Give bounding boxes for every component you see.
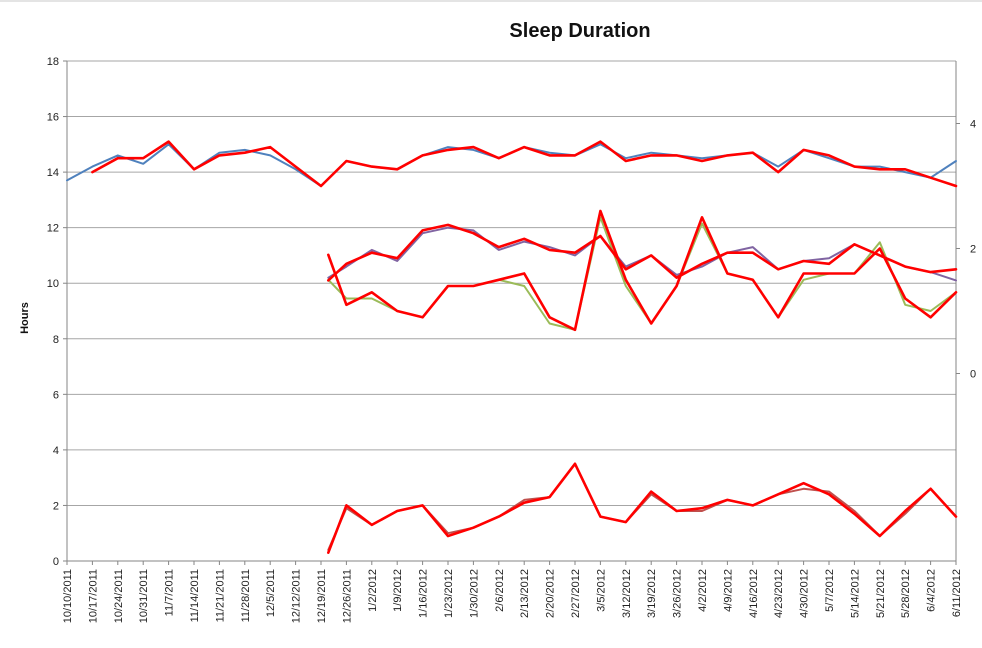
y-tick-label: 14 [47, 167, 59, 179]
y-tick-label: 18 [47, 56, 59, 68]
x-tick-label: 4/9/2012 [722, 569, 734, 612]
x-tick-label: 3/19/2012 [646, 569, 658, 618]
x-tick-label: 3/5/2012 [595, 569, 607, 612]
y-tick-label: 2 [53, 500, 59, 512]
x-tick-label: 4/16/2012 [748, 569, 760, 618]
secondary-y-tick-label: 2 [970, 244, 976, 256]
y-tick-label: 12 [47, 223, 59, 235]
x-tick-label: 3/26/2012 [672, 569, 684, 618]
x-tick-label: 3/12/2012 [621, 569, 633, 618]
series-line-awake_avg [326, 462, 958, 555]
y-tick-label: 0 [53, 556, 59, 568]
series-line-daytime_avg [326, 209, 958, 332]
y-tick-label: 4 [53, 445, 59, 457]
x-tick-label: 1/16/2012 [418, 569, 430, 618]
secondary-y-tick-labels: 0 2 4 [970, 119, 976, 381]
axes [63, 60, 960, 565]
y-tick-label: 16 [47, 112, 59, 124]
x-tick-label: 1/2/2012 [367, 569, 379, 612]
x-tick-label: 2/6/2012 [494, 569, 506, 612]
x-tick-label: 1/9/2012 [392, 569, 404, 612]
y-tick-labels: 0 2 4 6 8 10 12 14 16 18 [47, 56, 59, 568]
x-tick-label: 4/30/2012 [799, 569, 811, 618]
y-axis-title: Hours [19, 302, 31, 334]
x-tick-label: 10/17/2011 [87, 569, 99, 623]
x-tick-label: 6/4/2012 [926, 569, 938, 612]
x-tick-label: 10/31/2011 [138, 569, 150, 623]
x-tick-label: 11/21/2011 [214, 569, 226, 622]
x-tick-label: 5/21/2012 [875, 569, 887, 618]
x-tick-label: 1/23/2012 [443, 569, 455, 618]
y-tick-label: 8 [53, 334, 59, 346]
x-tick-label: 11/14/2011 [189, 569, 201, 622]
y-tick-label: 10 [47, 278, 59, 290]
x-tick-labels: 10/10/2011 10/17/2011 10/24/2011 10/31/2011… [62, 569, 963, 623]
x-tick-label: 5/7/2012 [824, 569, 836, 612]
series-lines [66, 140, 958, 555]
series-line-total_avg [91, 140, 958, 188]
x-tick-label: 12/26/2011 [341, 569, 353, 623]
secondary-y-tick-label: 0 [970, 369, 976, 381]
x-tick-label: 5/28/2012 [900, 569, 912, 618]
x-tick-label: 10/10/2011 [62, 569, 74, 623]
x-tick-label: 4/23/2012 [773, 569, 785, 618]
x-tick-label: 11/28/2011 [240, 569, 252, 622]
chart-title: Sleep Duration [509, 20, 650, 42]
x-tick-label: 5/14/2012 [849, 569, 861, 618]
x-tick-label: 1/30/2012 [468, 569, 480, 618]
x-tick-label: 12/12/2011 [291, 569, 303, 623]
x-tick-label: 4/2/2012 [697, 569, 709, 612]
x-tick-label: 2/20/2012 [545, 569, 557, 618]
x-tick-label: 12/19/2011 [316, 569, 328, 623]
x-tick-label: 2/27/2012 [570, 569, 582, 618]
x-tick-label: 10/24/2011 [113, 569, 125, 623]
secondary-y-tick-label: 4 [970, 119, 976, 131]
x-tick-label: 2/13/2012 [519, 569, 531, 618]
x-tick-label: 6/11/2012 [951, 569, 963, 617]
series-line-night_avg [326, 223, 958, 282]
y-tick-label: 6 [53, 389, 59, 401]
x-tick-label: 11/7/2011 [164, 569, 176, 616]
x-tick-label: 12/5/2011 [265, 569, 277, 617]
